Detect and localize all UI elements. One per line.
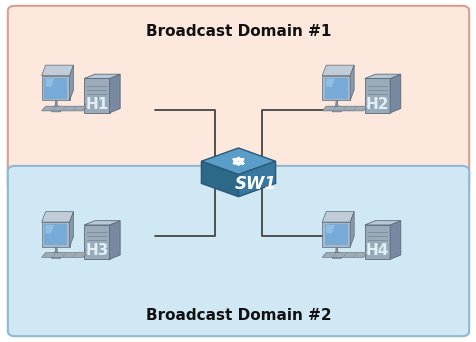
Polygon shape bbox=[335, 99, 337, 106]
Text: H2: H2 bbox=[365, 97, 388, 112]
Polygon shape bbox=[84, 79, 109, 113]
Polygon shape bbox=[69, 65, 73, 101]
Circle shape bbox=[375, 244, 378, 246]
Polygon shape bbox=[389, 74, 400, 113]
Polygon shape bbox=[364, 225, 389, 259]
Polygon shape bbox=[84, 221, 120, 225]
Polygon shape bbox=[365, 250, 371, 255]
Polygon shape bbox=[321, 212, 353, 222]
Polygon shape bbox=[55, 246, 57, 253]
Polygon shape bbox=[201, 148, 275, 174]
Polygon shape bbox=[335, 246, 337, 253]
Circle shape bbox=[375, 97, 378, 100]
Polygon shape bbox=[321, 65, 353, 76]
Polygon shape bbox=[321, 106, 367, 111]
Polygon shape bbox=[321, 76, 349, 101]
Polygon shape bbox=[84, 225, 109, 259]
FancyBboxPatch shape bbox=[8, 6, 468, 190]
Polygon shape bbox=[41, 76, 69, 101]
Polygon shape bbox=[41, 222, 69, 247]
Polygon shape bbox=[326, 79, 334, 87]
Polygon shape bbox=[349, 65, 353, 101]
Polygon shape bbox=[389, 221, 400, 259]
Polygon shape bbox=[41, 253, 87, 258]
Polygon shape bbox=[46, 225, 54, 233]
Polygon shape bbox=[365, 104, 371, 108]
Polygon shape bbox=[109, 221, 120, 259]
Polygon shape bbox=[41, 212, 73, 222]
Polygon shape bbox=[364, 74, 400, 79]
Polygon shape bbox=[85, 250, 91, 255]
Polygon shape bbox=[109, 74, 120, 113]
Circle shape bbox=[95, 97, 99, 100]
Polygon shape bbox=[201, 161, 238, 197]
Polygon shape bbox=[51, 253, 61, 258]
Polygon shape bbox=[41, 106, 87, 111]
Polygon shape bbox=[324, 224, 347, 245]
Polygon shape bbox=[321, 222, 349, 247]
Text: H3: H3 bbox=[85, 243, 109, 258]
Text: Broadcast Domain #2: Broadcast Domain #2 bbox=[145, 308, 331, 323]
Text: H1: H1 bbox=[85, 97, 108, 112]
Polygon shape bbox=[41, 65, 73, 76]
Polygon shape bbox=[46, 79, 54, 87]
Polygon shape bbox=[85, 104, 91, 108]
Polygon shape bbox=[364, 79, 389, 113]
Text: H4: H4 bbox=[365, 243, 388, 258]
Polygon shape bbox=[324, 78, 347, 98]
Polygon shape bbox=[331, 106, 341, 112]
Polygon shape bbox=[331, 253, 341, 258]
Polygon shape bbox=[44, 78, 67, 98]
Polygon shape bbox=[51, 106, 61, 112]
Polygon shape bbox=[84, 74, 120, 79]
Polygon shape bbox=[238, 161, 275, 197]
Polygon shape bbox=[55, 99, 57, 106]
Polygon shape bbox=[321, 253, 367, 258]
Polygon shape bbox=[69, 212, 73, 247]
Polygon shape bbox=[364, 221, 400, 225]
Circle shape bbox=[95, 244, 99, 246]
Polygon shape bbox=[326, 225, 334, 233]
Text: SW1: SW1 bbox=[234, 175, 276, 193]
Text: Broadcast Domain #1: Broadcast Domain #1 bbox=[146, 24, 330, 39]
FancyBboxPatch shape bbox=[8, 166, 468, 336]
Polygon shape bbox=[349, 212, 353, 247]
Polygon shape bbox=[44, 224, 67, 245]
